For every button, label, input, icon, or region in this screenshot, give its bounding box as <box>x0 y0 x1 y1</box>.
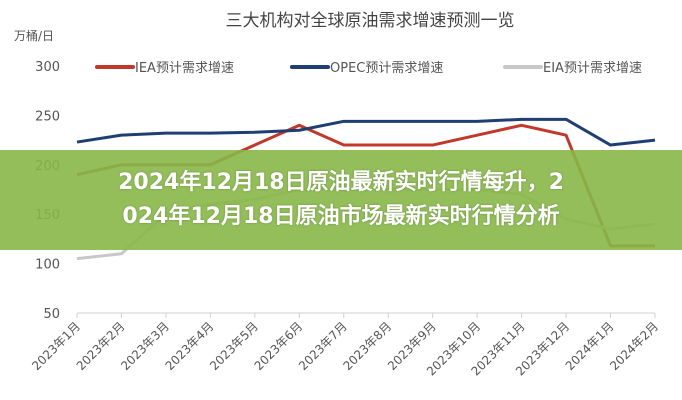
y-tick-label: 300 <box>35 60 60 75</box>
headline-line-1: 2024年12月18日原油最新实时行情每升，2 <box>118 170 564 195</box>
headline-line-2: 024年12月18日原油市场最新实时行情分析 <box>122 204 560 229</box>
y-tick-label: 100 <box>35 258 60 273</box>
series-line-OPEC预计需求增速 <box>76 117 656 147</box>
x-axis: 2023年1月2023年2月2023年3月2023年4月2023年5月2023年… <box>29 312 661 378</box>
y-tick-label: 250 <box>35 109 60 124</box>
y-tick-label: 50 <box>43 307 60 322</box>
chart-title: 三大机构对全球原油需求增速预测一览 <box>226 11 515 31</box>
legend-label: IEA预计需求增速 <box>135 61 234 76</box>
y-axis-label: 万桶/日 <box>14 28 54 43</box>
legend: IEA预计需求增速 OPEC预计需求增速 EIA预计需求增速 <box>95 61 642 76</box>
legend-label: OPEC预计需求增速 <box>330 61 443 76</box>
x-tick-label: 2024年2月 <box>607 319 661 373</box>
headline-banner: 2024年12月18日原油最新实时行情每升，2 024年12月18日原油市场最新… <box>0 150 682 250</box>
legend-label: EIA预计需求增速 <box>543 61 642 76</box>
